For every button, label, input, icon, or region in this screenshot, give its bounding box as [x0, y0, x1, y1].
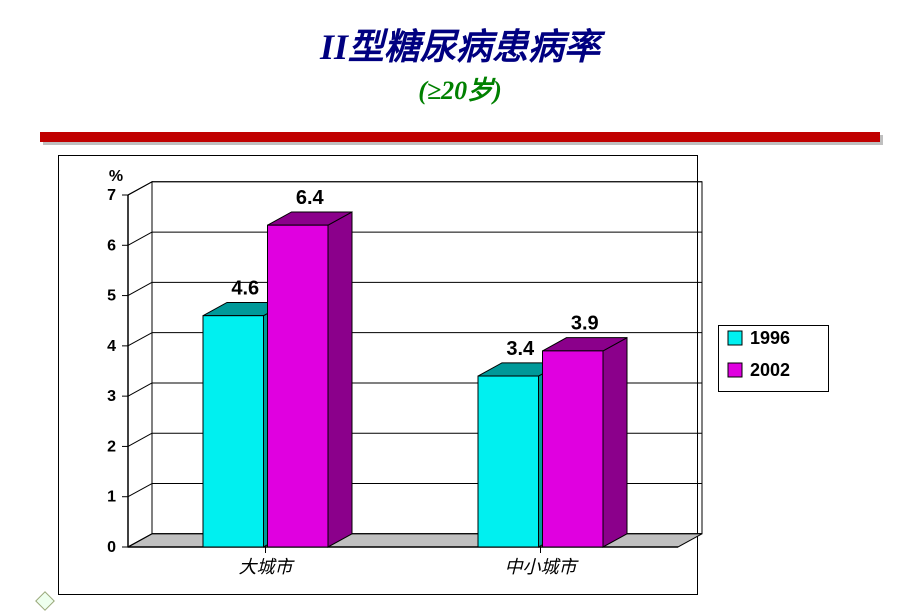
chart-title: II型糖尿病患病率	[0, 28, 920, 68]
slide: II型糖尿病患病率 (≥20岁) 1996 2002 0 1 2 3 4 5 6 7% 大城市 4.6…	[0, 0, 920, 614]
svg-text:1996: 1996	[750, 328, 790, 348]
svg-text:5: 5	[107, 288, 116, 305]
svg-text:2002: 2002	[750, 360, 790, 380]
title-block: II型糖尿病患病率 (≥20岁)	[0, 0, 920, 107]
svg-text:0: 0	[107, 539, 116, 556]
svg-text:4.6: 4.6	[231, 277, 259, 299]
svg-text:3.4: 3.4	[506, 338, 535, 360]
bar-chart: 1996 2002 0 1 2 3 4 5 6 7% 大城市 4.6 6.4 中小城市 3.4 3.9	[58, 155, 858, 595]
footer-bullet-icon	[35, 591, 55, 611]
svg-text:1: 1	[107, 489, 116, 506]
svg-text:6.4: 6.4	[296, 187, 325, 209]
svg-text:%: %	[109, 168, 123, 185]
svg-text:中小城市: 中小城市	[505, 557, 580, 577]
svg-text:4: 4	[107, 338, 116, 355]
svg-text:7: 7	[107, 187, 116, 204]
svg-text:3: 3	[107, 388, 116, 405]
title-underline	[40, 132, 880, 142]
svg-text:大城市: 大城市	[239, 557, 296, 577]
svg-text:3.9: 3.9	[571, 313, 599, 335]
svg-text:6: 6	[107, 237, 116, 254]
svg-text:2: 2	[107, 438, 116, 455]
chart-subtitle: (≥20岁)	[0, 70, 920, 107]
chart-svg: 1996 2002 0 1 2 3 4 5 6 7% 大城市 4.6 6.4 中小城市 3.4 3.9	[58, 155, 858, 595]
